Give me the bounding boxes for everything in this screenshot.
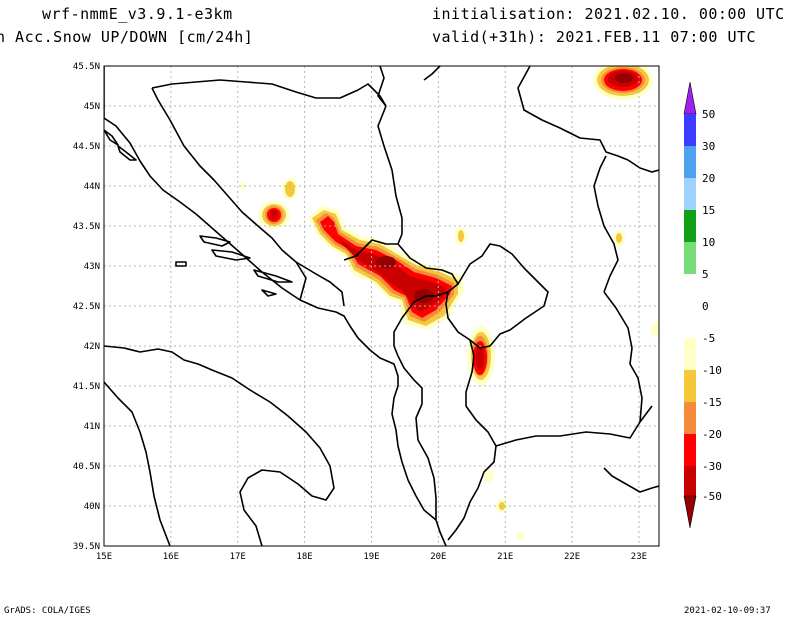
island-brac: [199, 235, 231, 247]
colorbar-30-50: [684, 114, 696, 146]
colorbar-15-20: [684, 178, 696, 210]
lon-tick-label: 23E: [631, 552, 647, 562]
island-cres: [117, 145, 137, 161]
colorbar-m15-m10: [684, 370, 696, 402]
island-lastovo: [261, 289, 277, 297]
drina-border: [377, 105, 403, 245]
lat-tick-label: 41.5N: [73, 382, 100, 392]
croatia-bosnia-west-border: [151, 87, 307, 301]
lat-tick-label: 44.5N: [73, 142, 100, 152]
colorbar-label: -15: [702, 396, 722, 409]
colorbar-bottom-arrow: [683, 495, 697, 529]
lon-tick-label: 20E: [430, 552, 446, 562]
montenegro-border: [343, 239, 459, 357]
boundaries-layer: [104, 66, 659, 546]
serbia-romania-border: [517, 66, 629, 161]
footer-timestamp: 2021-02-10-09:37: [684, 606, 771, 616]
serbia-hungary-border: [423, 66, 441, 81]
island-krk: [104, 129, 119, 146]
macedonia-greece-border: [495, 405, 653, 447]
lon-tick-label: 15E: [96, 552, 112, 562]
lat-tick-label: 42N: [84, 342, 100, 352]
colorbar-5-10: [684, 242, 696, 274]
greece-inland-border: [603, 467, 659, 493]
island-hvar: [211, 249, 251, 261]
colorbar-label: -20: [702, 428, 722, 441]
lat-tick-label: 43N: [84, 262, 100, 272]
band-m30-m20: [267, 69, 642, 375]
italy-heel: [104, 381, 171, 546]
colorbar-label: -10: [702, 364, 722, 377]
lon-tick-label: 18E: [296, 552, 312, 562]
italy-coastline: [104, 345, 335, 546]
colorbar-label: 5: [702, 268, 709, 281]
lat-tick-label: 45.5N: [73, 62, 100, 72]
lon-tick-label: 22E: [564, 552, 580, 562]
map-grid: [104, 66, 659, 546]
colorbar-label: 30: [702, 140, 715, 153]
romania-bulgaria-border: [627, 159, 659, 173]
colorbar-m20-m15: [684, 402, 696, 434]
colorbar-m50-m30: [684, 466, 696, 496]
croatia-serbia-border: [377, 66, 387, 107]
lon-tick-label: 17E: [230, 552, 246, 562]
lat-tick-label: 40.5N: [73, 462, 100, 472]
init-time: initialisation: 2021.02.10. 00:00 UTC: [432, 5, 785, 23]
colorbar-m5-0: [684, 306, 696, 338]
lon-tick-label: 16E: [163, 552, 179, 562]
colorbar-10-15: [684, 210, 696, 242]
map-frame: [103, 65, 660, 547]
albania-greece-coast: [435, 519, 447, 546]
valid-time: valid(+31h): 2021.FEB.11 07:00 UTC: [432, 28, 757, 46]
lat-tick-label: 44N: [84, 182, 100, 192]
colorbar-label: -30: [702, 460, 722, 473]
colorbar-top-arrow: [683, 81, 697, 115]
lon-tick-label: 21E: [497, 552, 513, 562]
lat-tick-label: 41N: [84, 422, 100, 432]
axis-labels: 15E 16E 17E 18E 19E 20E 21E 22E 23E 39.5N 40N 40.5N…: [73, 62, 647, 562]
sava-border-detail: [295, 261, 345, 307]
footer-credit: GrADS: COLA/IGES: [4, 606, 91, 616]
lon-tick-label: 19E: [363, 552, 379, 562]
island-korcula: [253, 269, 293, 283]
lat-tick-label: 40N: [84, 502, 100, 512]
snow-field-layer: [240, 66, 659, 540]
albania-border: [397, 355, 437, 520]
lat-tick-label: 43.5N: [73, 222, 100, 232]
colorbar-label: 10: [702, 236, 715, 249]
variable-title: n Acc.Snow UP/DOWN [cm/24h]: [0, 28, 254, 46]
colorbar-label: -50: [702, 490, 722, 503]
colorbar-label: 0: [702, 300, 709, 313]
croatia-bosnia-north-border: [151, 79, 387, 107]
serbia-bulgaria-border: [593, 155, 619, 293]
colorbar-m30-m20: [684, 434, 696, 466]
lat-tick-label: 39.5N: [73, 542, 100, 552]
colorbar-m10-m5: [684, 338, 696, 370]
colorbar-20-30: [684, 146, 696, 178]
colorbar-label: -5: [702, 332, 715, 345]
island-vis: [175, 261, 187, 267]
colorbar-label: 15: [702, 204, 715, 217]
colorbar-0-5: [684, 274, 696, 306]
colorbar-label: 50: [702, 108, 715, 121]
kosovo-border: [445, 243, 549, 349]
colorbar-label: 20: [702, 172, 715, 185]
model-title: wrf-nmmE_v3.9.1-e3km: [42, 5, 233, 23]
macedonia-bulgaria-border: [603, 291, 643, 423]
lat-tick-label: 42.5N: [73, 302, 100, 312]
lat-tick-label: 45N: [84, 102, 100, 112]
adriatic-coastline: [104, 66, 437, 521]
